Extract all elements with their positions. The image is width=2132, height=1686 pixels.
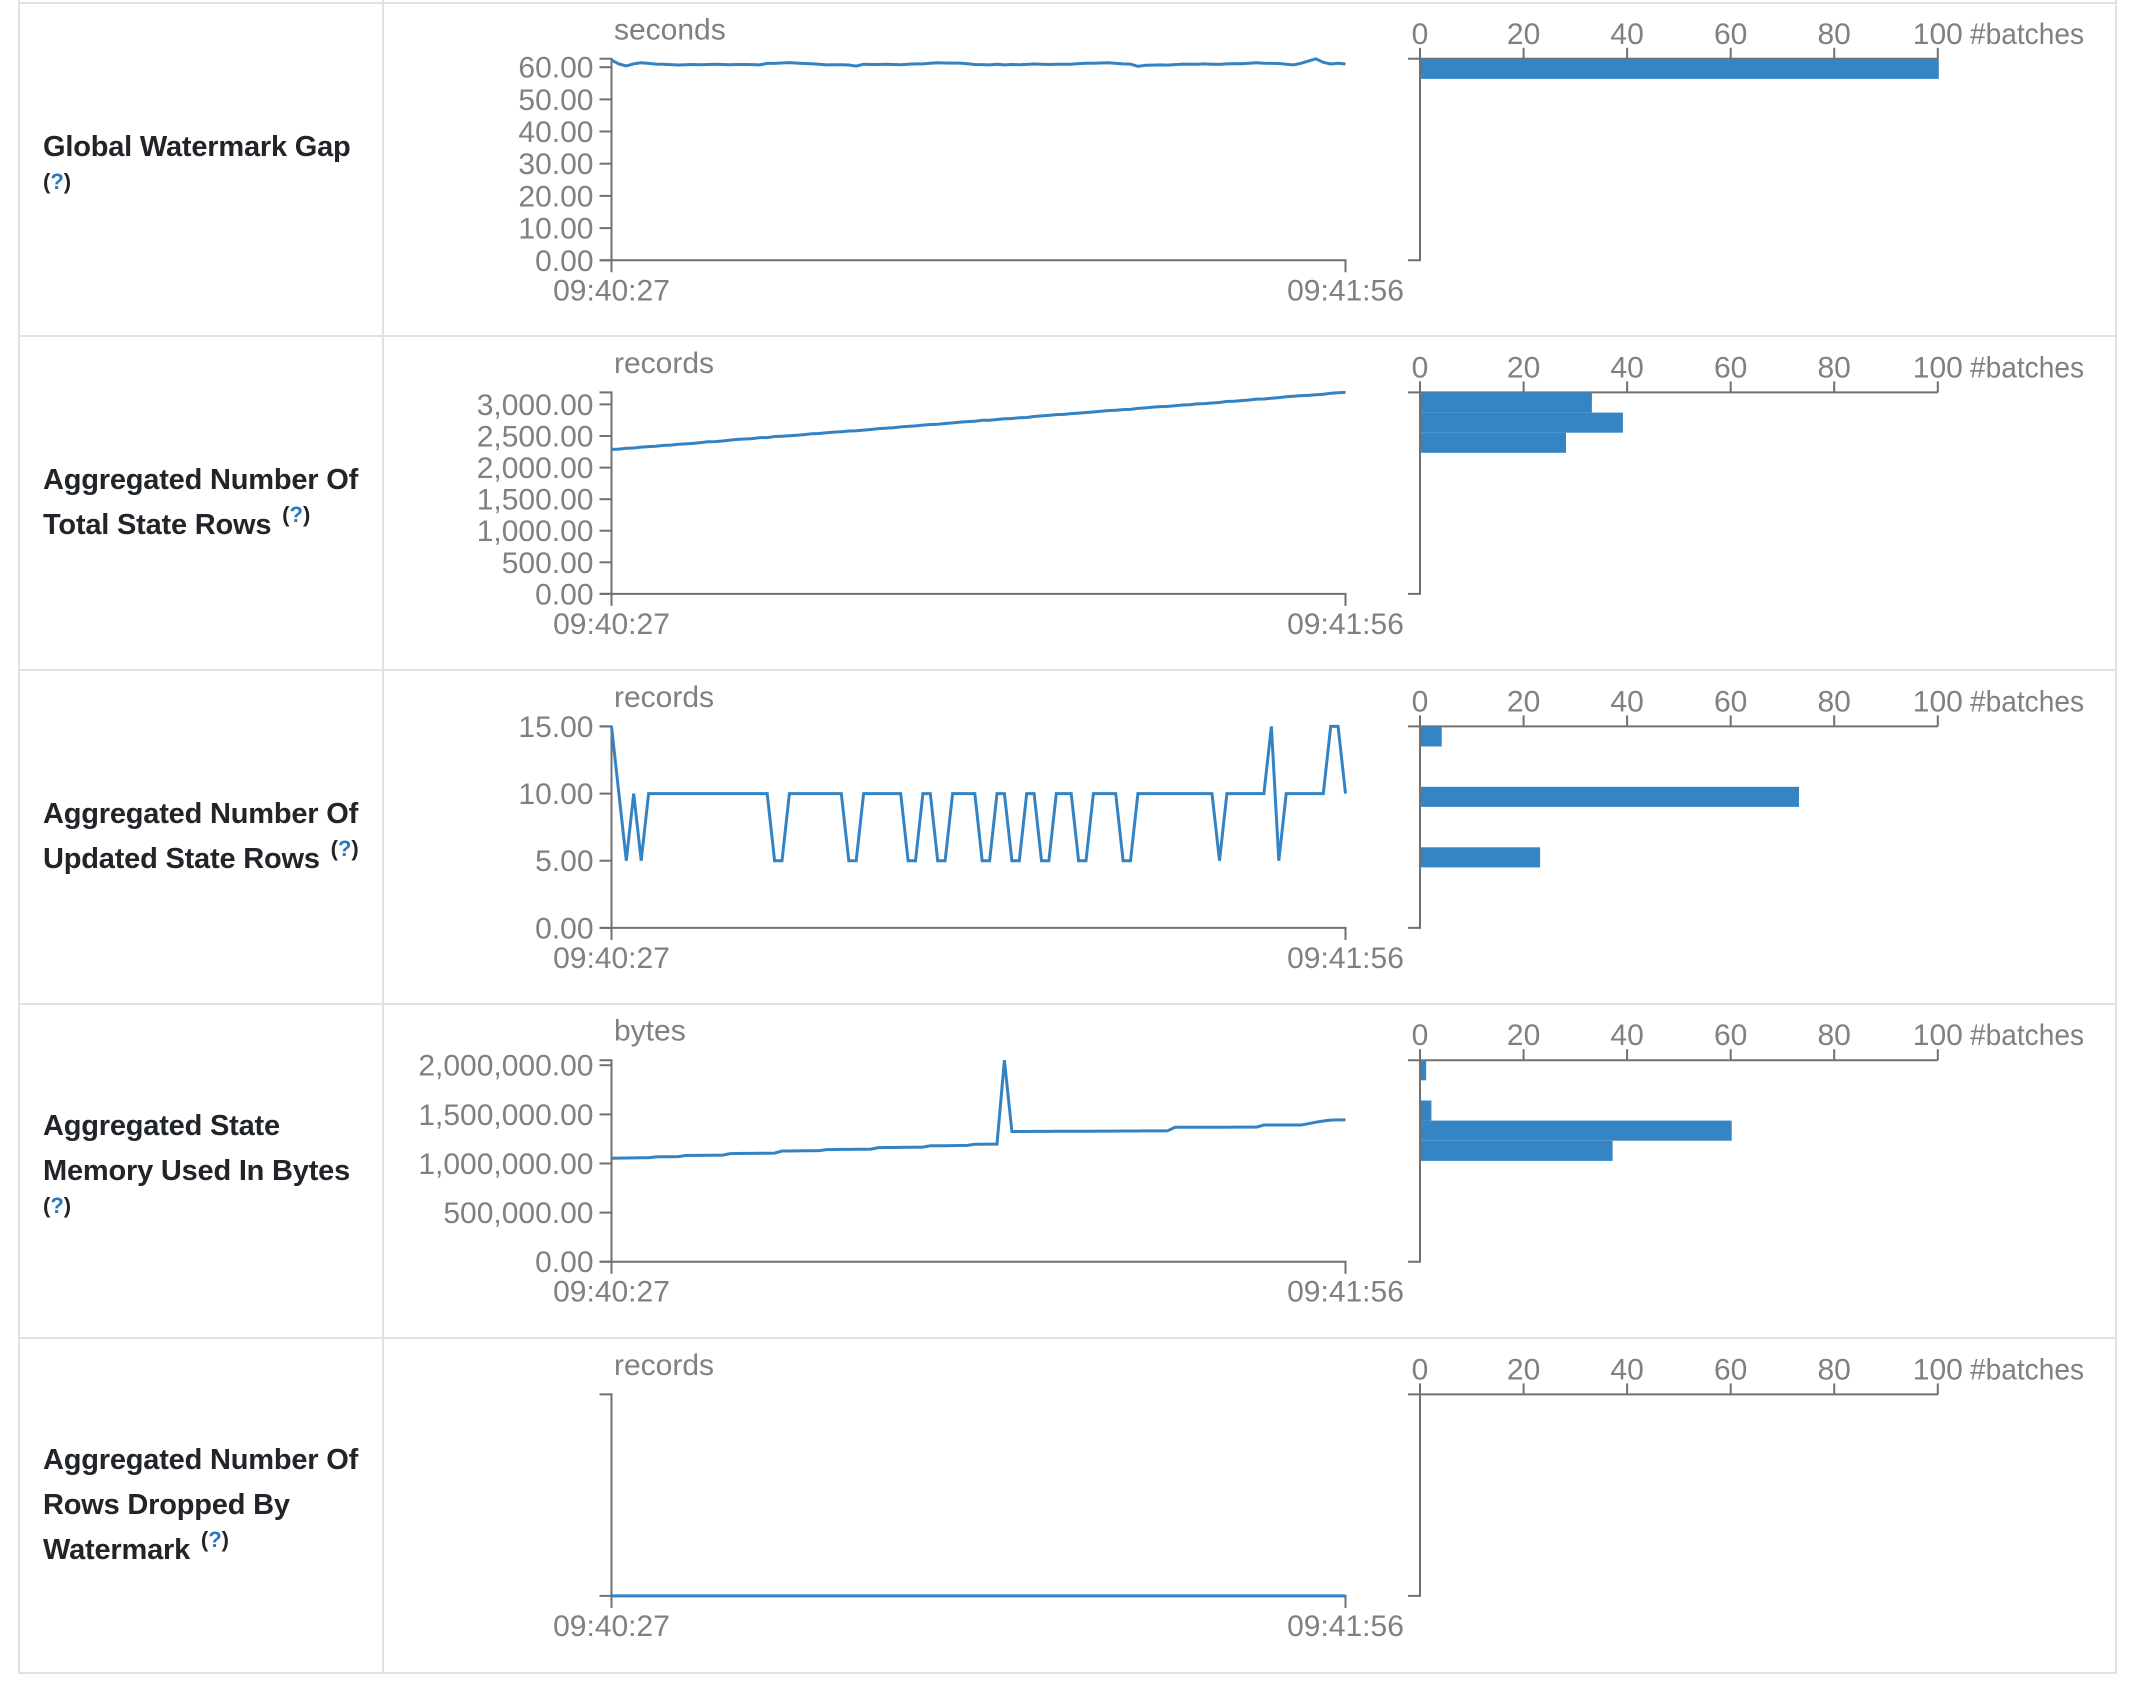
svg-text:records: records [614, 347, 714, 380]
svg-text:#batches: #batches [1970, 685, 2084, 718]
svg-text:0: 0 [1412, 1353, 1429, 1386]
svg-text:60: 60 [1714, 685, 1747, 718]
svg-text:40.00: 40.00 [518, 116, 593, 149]
svg-text:0: 0 [1412, 18, 1429, 51]
svg-text:20.00: 20.00 [518, 180, 593, 213]
svg-text:100: 100 [1913, 351, 1963, 384]
svg-text:records: records [614, 681, 714, 714]
svg-text:100: 100 [1913, 18, 1963, 51]
svg-text:#batches: #batches [1970, 1019, 2084, 1052]
svg-text:10.00: 10.00 [518, 778, 593, 811]
svg-text:1,000.00: 1,000.00 [477, 515, 594, 548]
svg-text:60: 60 [1714, 1019, 1747, 1052]
svg-text:40: 40 [1610, 685, 1643, 718]
svg-text:40: 40 [1610, 1353, 1643, 1386]
svg-text:0.00: 0.00 [535, 1246, 593, 1279]
svg-text:40: 40 [1610, 1019, 1643, 1052]
svg-text:#batches: #batches [1970, 18, 2084, 51]
svg-text:0: 0 [1412, 351, 1429, 384]
svg-text:80: 80 [1818, 1353, 1851, 1386]
svg-text:bytes: bytes [614, 1015, 686, 1048]
svg-text:09:41:56: 09:41:56 [1287, 274, 1404, 307]
svg-text:100: 100 [1913, 685, 1963, 718]
svg-text:20: 20 [1507, 18, 1540, 51]
svg-text:0: 0 [1412, 685, 1429, 718]
svg-text:20: 20 [1507, 685, 1540, 718]
svg-text:40: 40 [1610, 18, 1643, 51]
svg-text:2,500.00: 2,500.00 [477, 421, 594, 454]
svg-text:80: 80 [1818, 18, 1851, 51]
svg-text:3,000.00: 3,000.00 [477, 389, 594, 422]
svg-text:0.00: 0.00 [535, 912, 593, 945]
svg-text:09:41:56: 09:41:56 [1287, 1610, 1404, 1643]
svg-text:100: 100 [1913, 1019, 1963, 1052]
svg-text:1,500.00: 1,500.00 [477, 484, 594, 517]
svg-text:80: 80 [1818, 351, 1851, 384]
svg-text:30.00: 30.00 [518, 148, 593, 181]
svg-text:1,000,000.00: 1,000,000.00 [418, 1148, 593, 1181]
svg-text:20: 20 [1507, 1353, 1540, 1386]
svg-text:80: 80 [1818, 685, 1851, 718]
svg-text:20: 20 [1507, 351, 1540, 384]
svg-text:100: 100 [1913, 1353, 1963, 1386]
svg-text:80: 80 [1818, 1019, 1851, 1052]
svg-text:5.00: 5.00 [535, 845, 593, 878]
svg-text:#batches: #batches [1970, 351, 2084, 384]
svg-text:50.00: 50.00 [518, 84, 593, 117]
svg-text:60: 60 [1714, 351, 1747, 384]
svg-text:09:40:27: 09:40:27 [553, 608, 670, 641]
svg-text:0.00: 0.00 [535, 245, 593, 278]
svg-text:seconds: seconds [614, 13, 726, 46]
svg-text:500,000.00: 500,000.00 [443, 1197, 593, 1230]
svg-text:500.00: 500.00 [502, 547, 594, 580]
svg-text:09:40:27: 09:40:27 [553, 1276, 670, 1309]
svg-text:1,500,000.00: 1,500,000.00 [418, 1099, 593, 1132]
svg-text:20: 20 [1507, 1019, 1540, 1052]
svg-text:2,000.00: 2,000.00 [477, 452, 594, 485]
svg-text:09:40:27: 09:40:27 [553, 942, 670, 975]
svg-text:#batches: #batches [1970, 1353, 2084, 1386]
svg-text:09:41:56: 09:41:56 [1287, 942, 1404, 975]
svg-text:09:41:56: 09:41:56 [1287, 608, 1404, 641]
svg-text:40: 40 [1610, 351, 1643, 384]
svg-text:15.00: 15.00 [518, 711, 593, 744]
svg-text:0.00: 0.00 [535, 578, 593, 611]
svg-text:0: 0 [1412, 1019, 1429, 1052]
svg-text:60: 60 [1714, 1353, 1747, 1386]
svg-text:records: records [614, 1349, 714, 1382]
svg-text:2,000,000.00: 2,000,000.00 [418, 1050, 593, 1083]
svg-text:09:41:56: 09:41:56 [1287, 1276, 1404, 1309]
svg-text:09:40:27: 09:40:27 [553, 274, 670, 307]
svg-text:60: 60 [1714, 18, 1747, 51]
svg-text:09:40:27: 09:40:27 [553, 1610, 670, 1643]
svg-text:10.00: 10.00 [518, 213, 593, 246]
svg-text:60.00: 60.00 [518, 52, 593, 85]
